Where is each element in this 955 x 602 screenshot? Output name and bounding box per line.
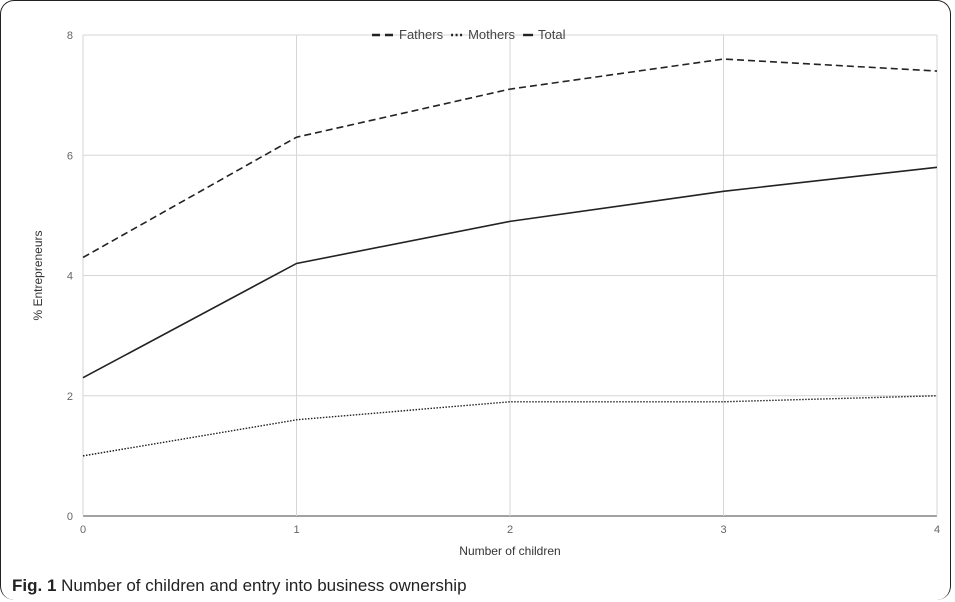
figure-caption-text: Number of children and entry into busine… — [61, 576, 467, 595]
x-tick-label: 1 — [293, 524, 299, 536]
figure-label: Fig. 1 — [12, 576, 57, 595]
legend-label-fathers: Fathers — [399, 27, 444, 42]
x-tick-label: 4 — [934, 524, 940, 536]
line-chart: 0 2 4 6 8 0 1 2 3 4 Fathers Mothers Total % Entrepr… — [31, 27, 940, 558]
x-tick-label: 0 — [80, 524, 86, 536]
y-tick-label: 8 — [67, 30, 73, 42]
x-tick-label: 2 — [507, 524, 513, 536]
series-line-mothers — [82, 395, 938, 457]
series-line-fathers — [82, 58, 938, 259]
grid — [82, 34, 938, 517]
x-tick-label: 3 — [720, 524, 726, 536]
y-tick-label: 6 — [67, 150, 73, 162]
y-tick-label: 2 — [67, 391, 73, 403]
axes: 0 2 4 6 8 0 1 2 3 4 — [67, 30, 940, 536]
legend: Fathers Mothers Total — [372, 27, 566, 42]
series-lines — [82, 58, 938, 457]
figure-caption: Fig. 1 Number of children and entry into… — [12, 576, 467, 596]
legend-label-total: Total — [538, 27, 566, 42]
y-axis-title: % Entrepreneurs — [31, 230, 45, 320]
legend-label-mothers: Mothers — [468, 27, 515, 42]
series-line-total — [82, 166, 938, 379]
x-axis-title: Number of children — [459, 544, 560, 558]
y-tick-label: 0 — [67, 511, 73, 523]
y-tick-label: 4 — [67, 271, 73, 283]
